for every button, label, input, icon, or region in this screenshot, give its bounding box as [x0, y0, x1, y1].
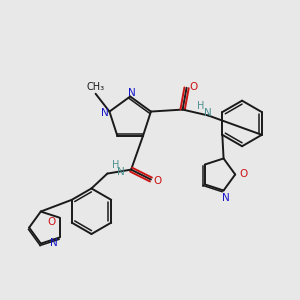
Text: CH₃: CH₃ [86, 82, 105, 92]
Text: H: H [112, 160, 119, 170]
Text: N: N [222, 194, 230, 203]
Text: O: O [239, 169, 247, 179]
Text: O: O [189, 82, 198, 92]
Text: O: O [154, 176, 162, 185]
Text: N: N [128, 88, 136, 98]
Text: N: N [117, 167, 125, 177]
Text: N: N [50, 238, 58, 248]
Text: O: O [48, 217, 56, 226]
Text: N: N [203, 108, 211, 118]
Text: N: N [100, 108, 108, 118]
Text: H: H [197, 100, 204, 111]
